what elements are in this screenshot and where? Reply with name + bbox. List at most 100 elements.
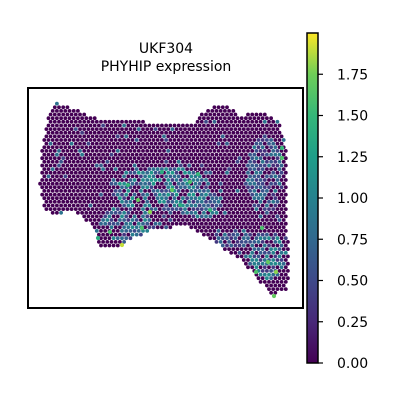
spot xyxy=(279,236,284,241)
spot xyxy=(103,236,108,241)
spot xyxy=(107,178,112,182)
spot xyxy=(277,225,282,230)
spot xyxy=(97,189,101,193)
spot xyxy=(256,174,261,179)
spot xyxy=(134,218,139,222)
spot xyxy=(61,149,66,153)
spot xyxy=(172,159,177,164)
spot xyxy=(281,254,286,259)
spot xyxy=(97,167,101,172)
spot xyxy=(109,138,114,142)
spot xyxy=(134,210,139,215)
spot xyxy=(283,178,288,182)
spot xyxy=(235,174,240,179)
spot xyxy=(153,199,158,204)
spot xyxy=(143,218,148,222)
spot xyxy=(277,218,282,222)
spot xyxy=(143,167,148,172)
colorbar xyxy=(306,32,319,364)
spot xyxy=(269,189,273,193)
spot xyxy=(281,210,286,215)
spot xyxy=(252,138,257,142)
spot xyxy=(164,159,169,164)
spot xyxy=(63,174,68,179)
spot xyxy=(65,207,70,212)
spot xyxy=(183,207,187,212)
spot xyxy=(193,225,198,230)
spot xyxy=(265,116,269,121)
spot xyxy=(231,225,236,230)
spot xyxy=(237,192,242,197)
spot xyxy=(90,119,95,124)
spot xyxy=(277,240,282,244)
spot xyxy=(191,141,196,146)
spot xyxy=(189,225,194,230)
spot xyxy=(139,210,143,215)
spot xyxy=(225,134,229,139)
spot xyxy=(151,138,156,142)
spot xyxy=(231,196,236,201)
spot xyxy=(149,178,154,182)
spot xyxy=(210,109,215,113)
spot xyxy=(244,130,248,135)
spot xyxy=(229,236,234,241)
spot xyxy=(172,152,177,157)
spot xyxy=(279,214,284,219)
spot xyxy=(286,254,290,259)
spot xyxy=(229,178,234,182)
spot xyxy=(273,159,278,164)
spot xyxy=(279,258,284,262)
spot xyxy=(239,138,244,142)
spot xyxy=(275,119,280,124)
spot xyxy=(162,163,166,168)
spot xyxy=(44,185,49,190)
spot xyxy=(210,174,215,179)
spot xyxy=(223,174,227,179)
spot xyxy=(115,127,120,131)
spot xyxy=(170,221,175,226)
spot xyxy=(120,119,124,124)
spot xyxy=(246,178,250,182)
spot xyxy=(189,218,194,222)
spot xyxy=(115,170,120,175)
spot xyxy=(195,229,200,233)
spot xyxy=(67,181,72,186)
spatial-spots xyxy=(38,101,290,299)
spot xyxy=(250,170,255,175)
spot xyxy=(73,199,78,204)
spot xyxy=(269,138,273,142)
spot xyxy=(153,221,158,226)
spot xyxy=(164,189,169,193)
spot xyxy=(97,225,101,230)
spot xyxy=(151,181,156,186)
spot xyxy=(265,145,269,150)
chart-title-line1: UKF304 xyxy=(139,41,193,57)
spot xyxy=(48,185,53,190)
spot xyxy=(55,181,59,186)
spot xyxy=(185,130,190,135)
spot xyxy=(279,134,284,139)
spot xyxy=(73,141,78,146)
spot xyxy=(237,250,242,255)
spot xyxy=(44,207,49,212)
spot xyxy=(256,232,261,237)
spot xyxy=(277,130,282,135)
spot xyxy=(202,232,206,237)
spot xyxy=(59,181,63,186)
spot xyxy=(248,196,253,201)
spot xyxy=(61,192,66,197)
spot xyxy=(59,145,63,150)
spot xyxy=(208,127,213,131)
spot xyxy=(260,203,265,208)
spot xyxy=(69,119,74,124)
spot xyxy=(97,240,101,244)
spot xyxy=(241,192,246,197)
spot xyxy=(269,203,273,208)
spot xyxy=(128,141,133,146)
spot xyxy=(208,163,213,168)
spot xyxy=(225,243,229,248)
spot xyxy=(231,181,236,186)
spot xyxy=(248,203,253,208)
spot xyxy=(86,192,91,197)
spot xyxy=(166,134,171,139)
